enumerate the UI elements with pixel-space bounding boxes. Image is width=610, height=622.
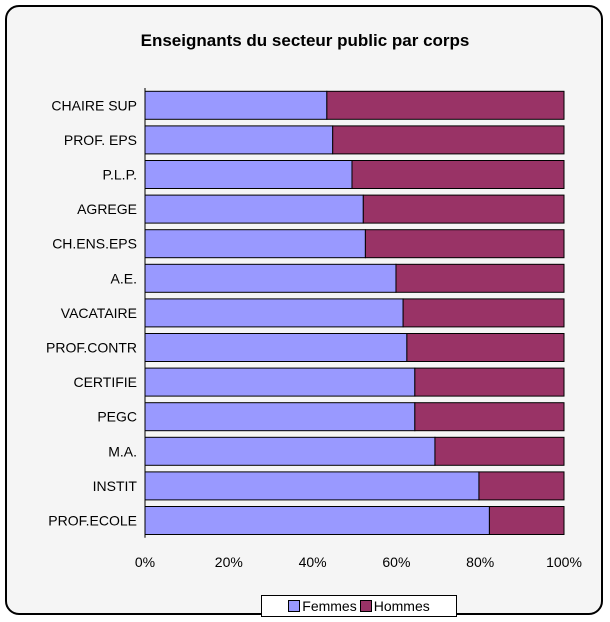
bar-femmes-0	[144, 90, 328, 120]
bar-hommes-10	[434, 436, 565, 466]
x-tick-label: 60%	[382, 554, 410, 570]
category-label: CHAIRE SUP	[51, 97, 137, 113]
category-label: VACATAIRE	[61, 305, 137, 321]
legend-swatch-hommes	[359, 600, 372, 612]
legend-swatch-femmes	[288, 600, 301, 612]
bar-femmes-5	[144, 263, 397, 293]
bar-femmes-4	[144, 229, 366, 259]
category-label: A.E.	[111, 270, 137, 286]
legend: Femmes Hommes	[261, 595, 457, 617]
category-label: PEGC	[97, 409, 137, 425]
bar-hommes-11	[478, 471, 565, 501]
legend-item-femmes: Femmes	[288, 598, 357, 614]
category-label: CH.ENS.EPS	[52, 236, 137, 252]
bar-femmes-1	[144, 125, 334, 155]
bar-hommes-9	[414, 402, 565, 432]
bar-femmes-3	[144, 194, 364, 224]
bar-hommes-8	[414, 367, 565, 397]
bar-hommes-7	[406, 333, 565, 362]
bar-hommes-1	[332, 125, 565, 155]
bar-hommes-5	[395, 263, 565, 293]
bar-femmes-8	[144, 367, 416, 397]
bar-femmes-2	[144, 160, 353, 189]
bar-hommes-12	[488, 506, 565, 535]
category-label: PROF.CONTR	[46, 340, 137, 356]
x-tick-label: 40%	[299, 554, 327, 570]
bar-femmes-7	[144, 333, 408, 362]
chart-title: Enseignants du secteur public par corps	[140, 31, 470, 50]
category-label: PROF.ECOLE	[48, 513, 137, 529]
x-tick-label: 20%	[215, 554, 243, 570]
bar-femmes-12	[144, 506, 490, 535]
bar-hommes-2	[351, 160, 565, 189]
category-label: INSTIT	[93, 478, 138, 494]
bar-femmes-10	[144, 436, 436, 466]
bar-hommes-6	[402, 298, 565, 328]
legend-label-femmes: Femmes	[302, 598, 357, 614]
bar-femmes-11	[144, 471, 480, 501]
bar-hommes-3	[362, 194, 565, 224]
bar-hommes-0	[326, 90, 565, 120]
category-label: CERTIFIE	[73, 374, 137, 390]
legend-label-hommes: Hommes	[373, 598, 430, 614]
bar-hommes-4	[364, 229, 565, 259]
category-label: PROF. EPS	[64, 132, 137, 148]
legend-item-hommes: Hommes	[359, 598, 430, 614]
x-tick-label: 100%	[546, 554, 582, 570]
category-label: M.A.	[108, 443, 137, 459]
category-label: P.L.P.	[102, 167, 137, 183]
category-label: AGREGE	[77, 201, 137, 217]
bar-femmes-9	[144, 402, 416, 432]
x-tick-label: 0%	[135, 554, 155, 570]
x-tick-label: 80%	[466, 554, 494, 570]
bar-femmes-6	[144, 298, 404, 328]
